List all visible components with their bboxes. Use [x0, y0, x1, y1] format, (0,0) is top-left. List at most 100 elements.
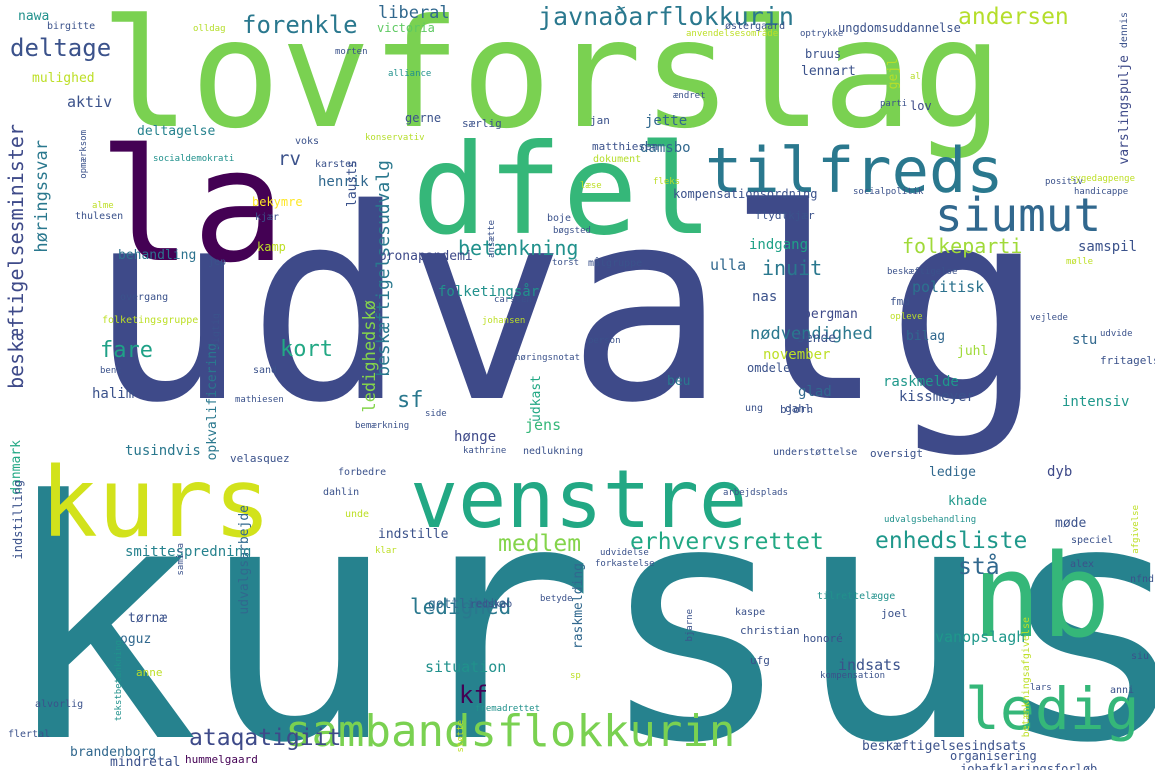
word-ulla: ulla	[710, 256, 747, 274]
word-jobafklaringsforløb: jobafklaringsforløb	[960, 762, 1098, 770]
word-ledig: ledig	[965, 675, 1140, 743]
word-kissmeyer: kissmeyer	[899, 389, 975, 405]
word-betyde: betyde	[540, 594, 573, 604]
word-fleks: fleks	[653, 177, 681, 187]
word-lars: lars	[1030, 683, 1052, 693]
word-torst: torst	[552, 258, 580, 268]
word-fmd: fmd	[890, 295, 910, 308]
word-redskab: redskab	[470, 599, 513, 610]
word-oguz: oguz	[120, 632, 152, 647]
word-bent: bent	[100, 366, 122, 376]
word-kaspe: kaspe	[735, 607, 766, 618]
word-sand: sand	[253, 365, 278, 376]
word-møde: møde	[1055, 516, 1087, 531]
word-thulesen: thulesen	[75, 211, 124, 222]
word-velasquez: velasquez	[230, 452, 290, 465]
word-unde: unde	[345, 509, 370, 520]
word-joel: joel	[881, 607, 908, 620]
word-beu: beu	[667, 374, 691, 389]
word-dokument: dokument	[593, 154, 642, 165]
word-dyb: dyb	[1047, 464, 1073, 480]
word-arbejdsplads: arbejdsplads	[723, 488, 789, 498]
word-læse: læse	[580, 181, 602, 191]
word-dfel: dfel	[412, 118, 714, 263]
word-fremadrettet: fremadrettet	[475, 704, 541, 714]
word-anni: anni	[1110, 685, 1135, 696]
word-betænkning: betænkning	[458, 236, 579, 260]
word-raskmelding: raskmelding	[571, 563, 586, 650]
word-afgivelse: afgivelse	[1131, 505, 1141, 554]
word-hummelgaard: hummelgaard	[185, 753, 258, 766]
word-folketingsgruppe: folketingsgruppe	[102, 315, 199, 326]
word-deltage: deltage	[10, 34, 112, 62]
word-nb: nb	[972, 530, 1111, 664]
word-situation: situation	[425, 658, 507, 676]
word-ændret: ændret	[673, 91, 706, 101]
word-udvidelse: udvidelse	[600, 548, 649, 558]
word-la: la	[98, 115, 286, 297]
word-bjarne: bjarne	[685, 609, 695, 642]
word-boje: boje	[547, 213, 572, 224]
word-særlig: særlig	[462, 117, 502, 130]
word-medlem: medlem	[498, 531, 582, 557]
word-gerne: gerne	[405, 111, 442, 125]
word-betænkningsafgivelse: betænkningsafgivelse	[1021, 617, 1032, 738]
word-jan: jan	[590, 114, 610, 127]
word-beskæftigelsesindsats: beskæftigelsesindsats	[862, 739, 1027, 754]
word-samspil: samspil	[1078, 239, 1138, 255]
word-tilrettelægge: tilrettelægge	[817, 591, 896, 602]
word-person: person	[588, 336, 621, 346]
word-olldag: olldag	[193, 24, 226, 34]
word-nødvendighed: nødvendighed	[750, 324, 873, 344]
word-mulighed: mulighed	[32, 71, 95, 86]
word-alex: alex	[1070, 559, 1095, 570]
word-sende: sende	[797, 331, 837, 346]
word-opleve: opleve	[890, 312, 923, 322]
word-sygedagpenge: sygedagpenge	[1070, 174, 1136, 184]
word-anvendelsesomra-de: anvendelsesområde	[686, 29, 779, 39]
word-ansætte: ansætte	[487, 220, 497, 258]
word-kompensationsordning: kompensationsordning	[673, 187, 818, 201]
word-udvalg: udvalg	[88, 153, 1046, 461]
word-javnaðarflokkurin: javnaðarflokkurin	[538, 2, 794, 31]
word-inuit: inuit	[762, 256, 823, 280]
word-speciel: speciel	[1071, 535, 1114, 546]
word-udvide: udvide	[1100, 329, 1133, 339]
word-flertal: flertal	[8, 729, 51, 740]
word-ledighedskø: ledighedskø	[360, 300, 380, 413]
word-vejlede: vejlede	[1030, 313, 1068, 323]
word-alvorlig: alvorlig	[35, 699, 84, 710]
word-raskmelde: raskmelde	[883, 374, 959, 390]
word-udvalgsbehandling: udvalgsbehandling	[884, 515, 977, 525]
word-kjær: kjær	[255, 212, 280, 223]
word-omdele: omdele	[747, 361, 791, 375]
word-jette: jette	[645, 113, 688, 129]
word-klar: klar	[375, 546, 397, 556]
word-ledighed: ledighed	[410, 595, 512, 619]
word-november: november	[763, 347, 831, 363]
word-lovforslag: lovforslag	[100, 0, 1004, 162]
word-jens: jens	[525, 416, 562, 434]
word-indstilling: indstilling	[11, 480, 25, 560]
word-høringssvar: høringssvar	[32, 140, 52, 253]
word-samira: samira	[176, 543, 186, 576]
word-andersen: andersen	[958, 4, 1069, 30]
word-liberal: liberal	[378, 3, 450, 23]
word-ledige: ledige	[929, 465, 976, 480]
word-ungdomsuddannelse: ungdomsuddannelse	[838, 21, 961, 35]
word-flydtkjær: flydtkjær	[755, 209, 815, 222]
word-udkast: udkast	[529, 375, 544, 422]
word-dahl: dahl	[785, 402, 812, 415]
word-hønge: hønge	[454, 429, 497, 445]
word-alliance: alliance	[388, 69, 432, 79]
word-mindretal: mindretal	[110, 755, 181, 770]
word-alme: alme	[92, 201, 114, 211]
word-siu: siu	[1131, 651, 1150, 662]
word-høringsnotat: høringsnotat	[515, 353, 581, 363]
word-aktiv: aktiv	[67, 93, 113, 111]
word-henrik: henrik	[318, 174, 369, 190]
word-indsats: indsats	[838, 656, 902, 674]
word-folkeparti: folkeparti	[902, 234, 1023, 258]
word-vanopslagh: vanopslagh	[935, 628, 1026, 646]
